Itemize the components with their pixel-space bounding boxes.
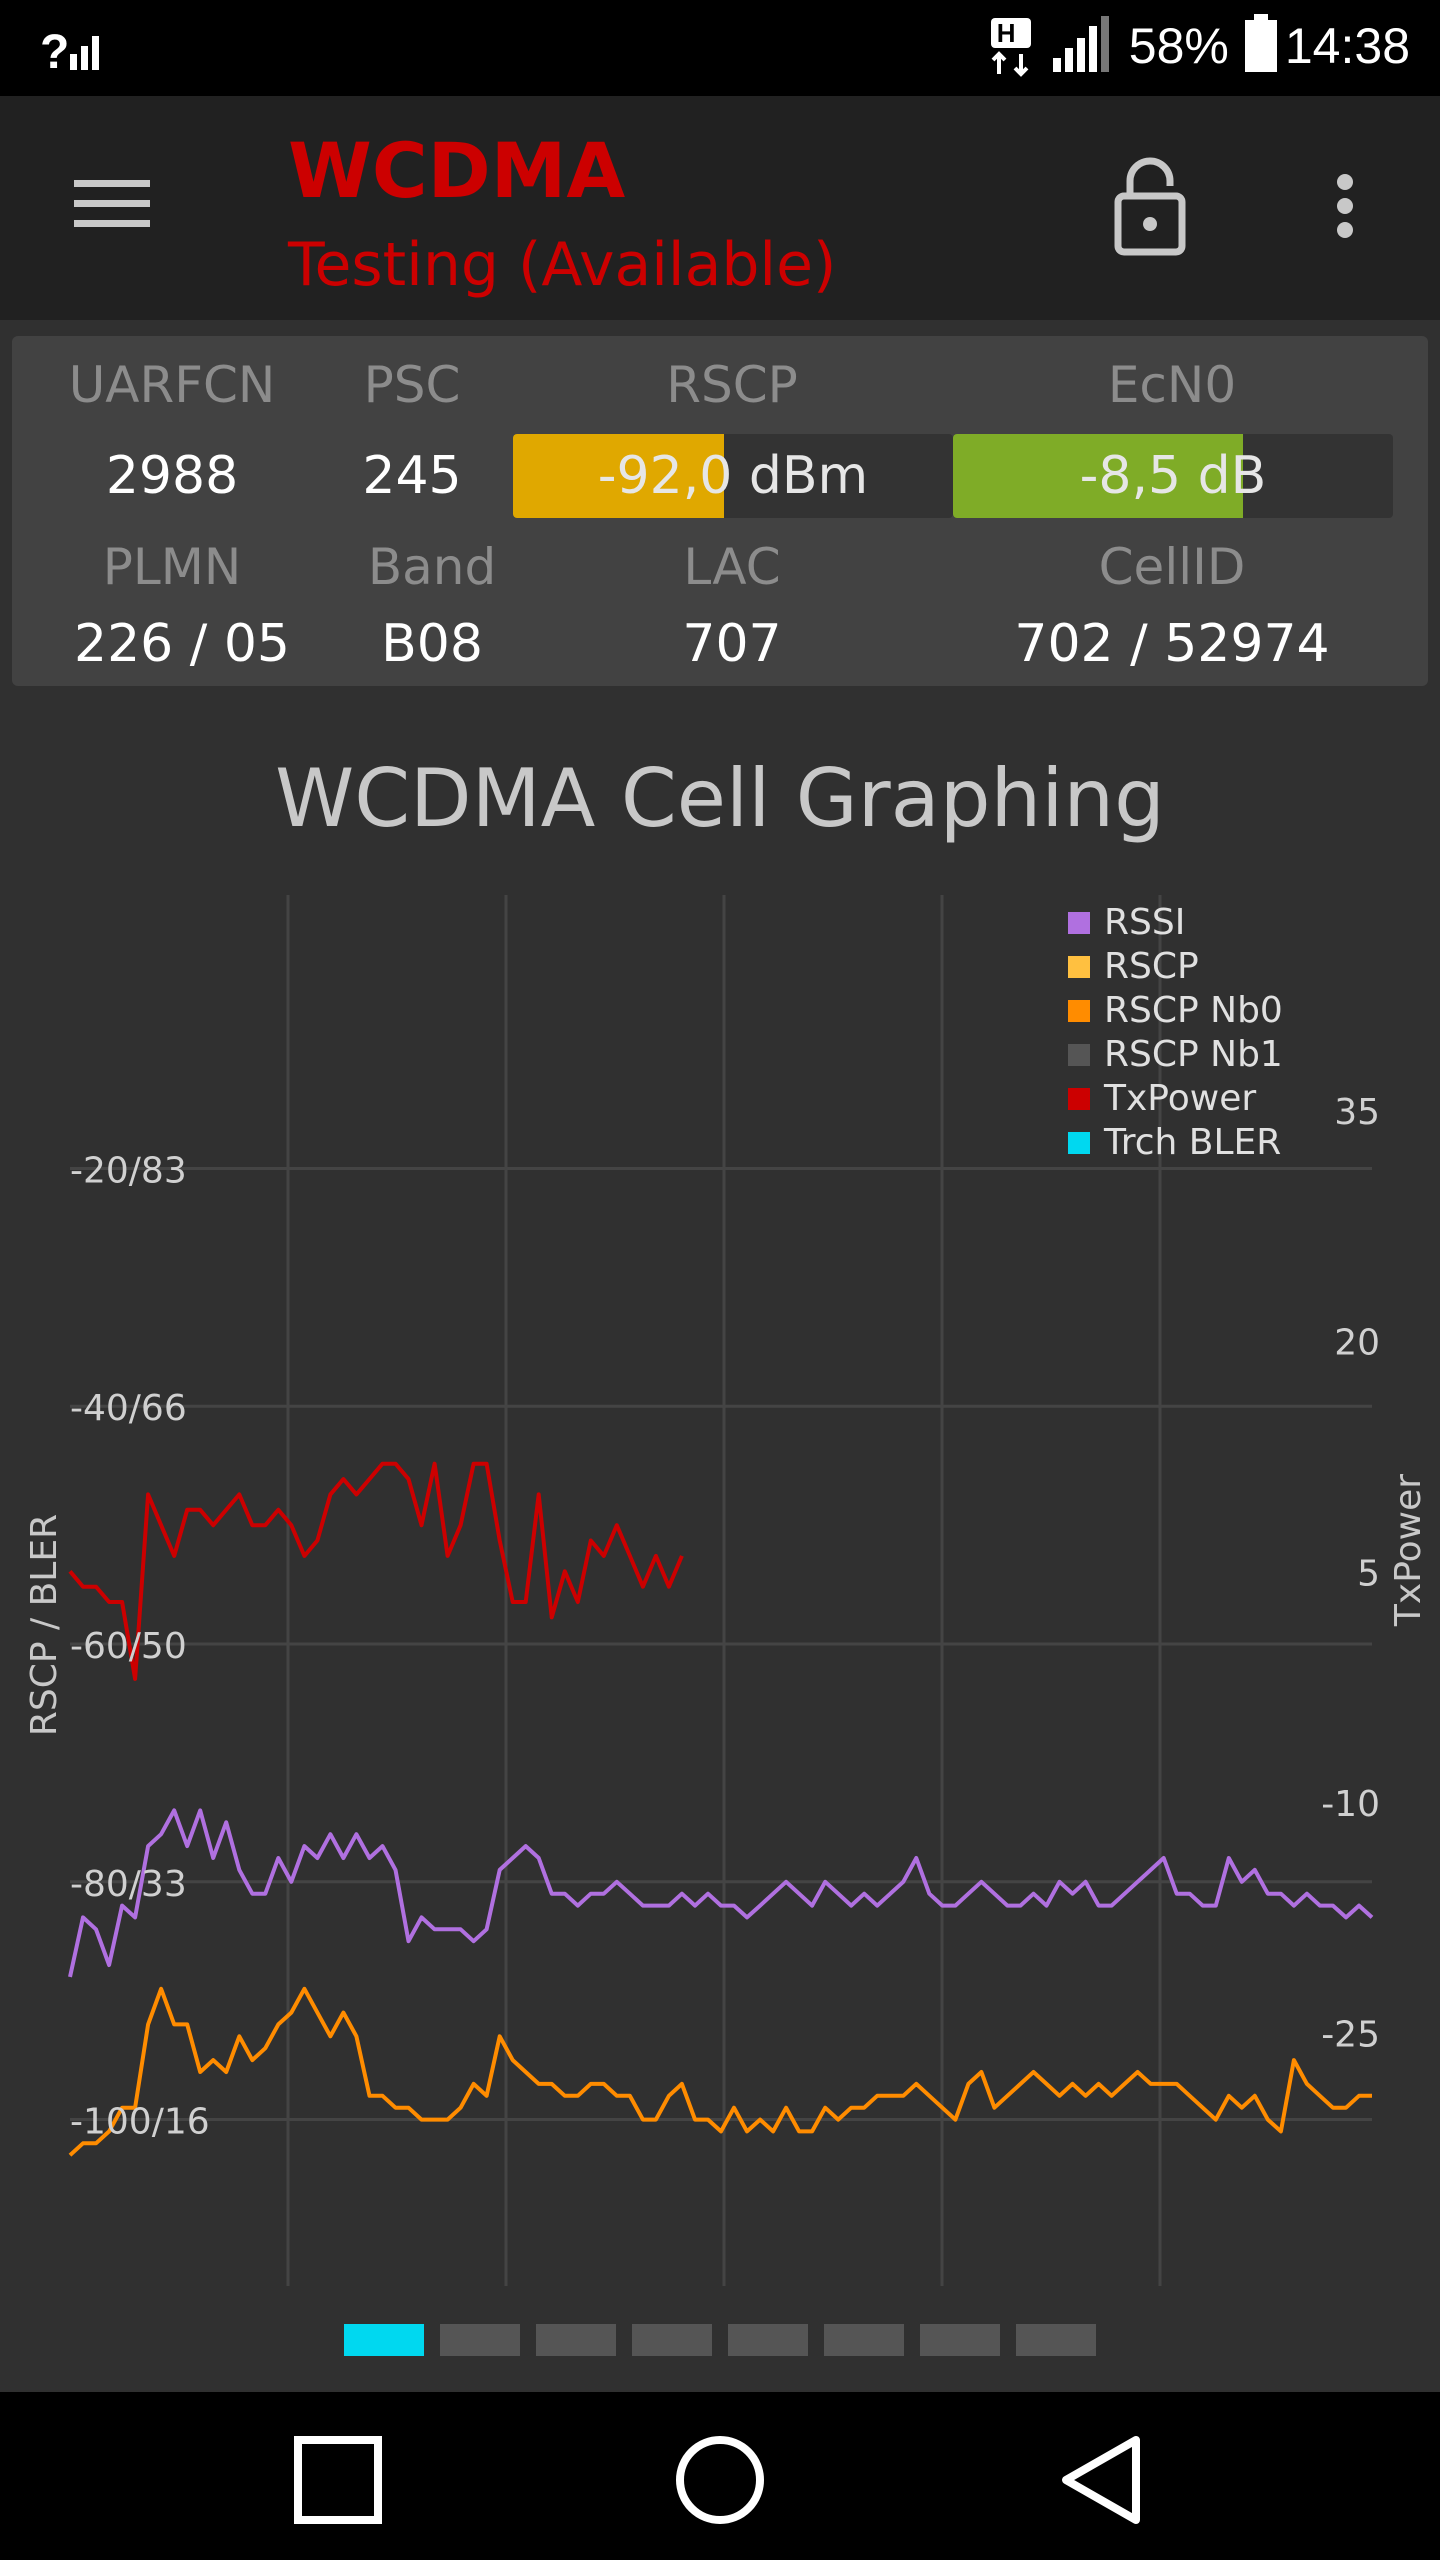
recents-icon <box>294 2436 382 2524</box>
ecn0-meter: -8,5 dB <box>953 434 1393 518</box>
plmn-label: PLMN <box>102 538 242 596</box>
more-options-button[interactable] <box>1320 166 1370 266</box>
battery-percentage: 58% <box>1128 18 1229 74</box>
page-dot-2[interactable] <box>440 2324 520 2356</box>
network-type-label: H <box>996 18 1016 48</box>
back-icon <box>1062 2436 1140 2524</box>
no-sim-signal-icon: ? <box>40 18 110 82</box>
chart-title: WCDMA Cell Graphing <box>275 752 1165 845</box>
right-tick-label: 35 <box>1334 1092 1380 1133</box>
chart-series <box>68 1461 1374 2157</box>
legend-label: Trch BLER <box>1103 1122 1281 1163</box>
cellid-value: 702 / 52974 <box>1014 614 1330 674</box>
chart-ticks: -20/83 -40/66 -60/50 -80/33 -100/16 -25 -10 5 20… <box>70 1092 1380 2142</box>
legend-swatch <box>1068 1000 1090 1022</box>
rscp-meter-fill <box>513 434 725 518</box>
series-line-rscp-nb0 <box>68 1986 1372 2157</box>
home-icon <box>676 2436 764 2524</box>
svg-text:?: ? <box>40 26 69 78</box>
cell-info-panel: UARFCN PSC RSCP EcN0 2988 245 -92,0 dBm … <box>12 336 1428 686</box>
series-line-rssi <box>68 1808 1374 1978</box>
band-value: B08 <box>381 614 483 674</box>
page-dot-4[interactable] <box>632 2324 712 2356</box>
legend-label: RSCP <box>1104 946 1199 987</box>
right-tick-label: -25 <box>1321 2014 1380 2055</box>
home-button[interactable] <box>670 2430 770 2530</box>
band-label: Band <box>367 538 497 596</box>
menu-button[interactable] <box>60 166 160 246</box>
psc-value: 245 <box>362 446 462 506</box>
ecn0-meter-value: -8,5 dB <box>1079 446 1267 506</box>
back-button[interactable] <box>1052 2430 1152 2530</box>
psc-label: PSC <box>363 356 461 414</box>
menu-icon <box>74 180 150 227</box>
legend-label: RSCP Nb0 <box>1104 990 1283 1031</box>
legend-swatch <box>1068 1132 1090 1154</box>
hspa-data-icon: H <box>987 14 1039 78</box>
left-tick-label: -80/33 <box>70 1864 187 1905</box>
page-dot-8[interactable] <box>1016 2324 1096 2356</box>
series-line-txpower <box>68 1461 684 1681</box>
page-dot-6[interactable] <box>824 2324 904 2356</box>
app-subtitle: Testing (Available) <box>288 230 837 300</box>
cellid-label: CellID <box>1098 538 1246 596</box>
legend-swatch <box>1068 1088 1090 1110</box>
plmn-value: 226 / 05 <box>74 614 290 674</box>
chart-grid <box>70 895 1372 2286</box>
left-tick-label: -60/50 <box>70 1626 187 1667</box>
ecn0-meter-fill <box>953 434 1244 518</box>
signal-strength-icon <box>1051 14 1111 78</box>
page-dot-5[interactable] <box>728 2324 808 2356</box>
rscp-meter: -92,0 dBm <box>513 434 953 518</box>
legend-swatch <box>1068 912 1090 934</box>
legend-swatch <box>1068 956 1090 978</box>
battery-icon <box>1243 14 1279 78</box>
right-tick-label: -10 <box>1321 1784 1380 1825</box>
left-tick-label: -100/16 <box>70 2102 210 2143</box>
uarfcn-value: 2988 <box>105 446 239 506</box>
recents-button[interactable] <box>290 2432 390 2532</box>
page-dot-1[interactable] <box>344 2324 424 2356</box>
clock: 14:38 <box>1284 18 1410 74</box>
left-axis-label: RSCP / BLER <box>24 1514 65 1736</box>
app-title: WCDMA <box>288 126 626 215</box>
legend-label: RSCP Nb1 <box>1104 1034 1283 1075</box>
more-vert-icon <box>1337 174 1353 238</box>
page-dot-3[interactable] <box>536 2324 616 2356</box>
lock-button[interactable] <box>1110 156 1190 256</box>
left-tick-label: -40/66 <box>70 1388 187 1429</box>
lock-open-icon <box>1114 157 1186 256</box>
uarfcn-label: UARFCN <box>68 356 276 414</box>
lac-label: LAC <box>683 538 781 596</box>
right-axis-label: TxPower <box>1388 1474 1429 1627</box>
page-dot-7[interactable] <box>920 2324 1000 2356</box>
right-tick-label: 20 <box>1334 1323 1380 1364</box>
ecn0-label: EcN0 <box>1107 356 1237 414</box>
legend-label: RSSI <box>1104 902 1185 943</box>
rscp-meter-value: -92,0 dBm <box>597 446 869 506</box>
lac-value: 707 <box>682 614 782 674</box>
status-bar: ? H 58% <box>0 0 1440 96</box>
right-tick-label: 5 <box>1357 1553 1380 1594</box>
cell-graph-chart[interactable]: -20/83 -40/66 -60/50 -80/33 -100/16 -25 -10 5 20… <box>0 880 1440 2300</box>
legend-swatch <box>1068 1044 1090 1066</box>
navigation-bar <box>0 2392 1440 2560</box>
legend-label: TxPower <box>1103 1078 1256 1119</box>
app-bar: WCDMA Testing (Available) <box>0 96 1440 320</box>
left-tick-label: -20/83 <box>70 1150 187 1191</box>
rscp-label: RSCP <box>666 356 798 414</box>
